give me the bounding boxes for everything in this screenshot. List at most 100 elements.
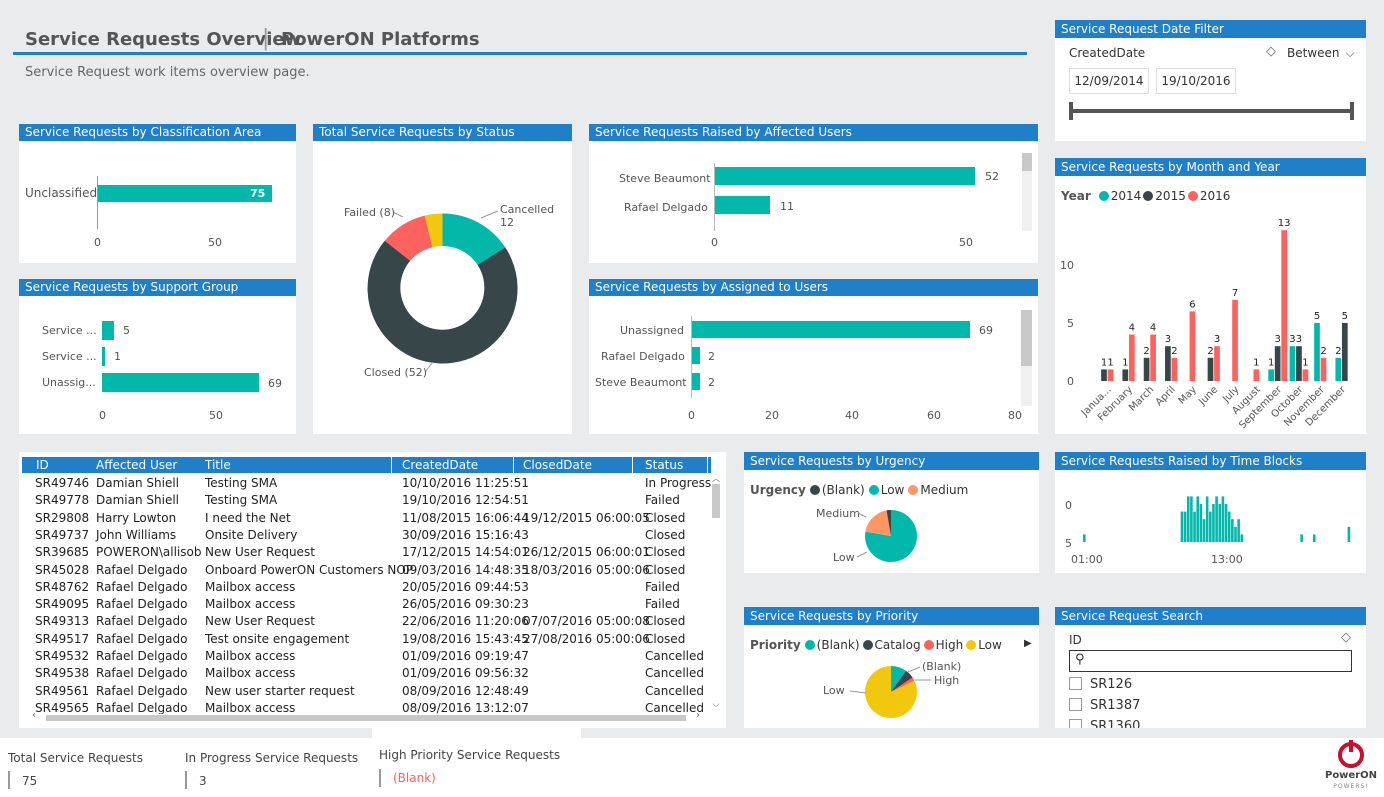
scrollbar[interactable]: [1022, 153, 1032, 231]
table-row[interactable]: SR49561 Rafael Delgado New user starter re…: [19, 682, 711, 699]
table-row[interactable]: SR39685 POWERON\allisob New User Request 17…: [19, 543, 711, 560]
date-slider-handle-start[interactable]: [1069, 102, 1073, 120]
priority-pie[interactable]: (Blank) High Low: [744, 625, 1039, 728]
time-block-bar[interactable]: [1300, 534, 1303, 542]
month-bar-2015[interactable]: [1143, 357, 1150, 381]
table-vertical-scrollbar[interactable]: ︿ ⌵: [711, 474, 721, 714]
scrollbar-thumb[interactable]: [1021, 310, 1032, 366]
time-block-bar[interactable]: [1205, 496, 1209, 542]
month-bar-2016[interactable]: [1107, 369, 1114, 381]
classification-bar[interactable]: [98, 185, 272, 202]
support-bar[interactable]: [102, 347, 105, 366]
support-bar[interactable]: [102, 373, 259, 392]
date-filter-mode[interactable]: Between ⌵: [1287, 46, 1355, 61]
time-block-bar[interactable]: [1196, 496, 1199, 542]
list-item[interactable]: SR1387: [1069, 698, 1140, 719]
time-block-bar[interactable]: [1227, 511, 1231, 542]
table-row[interactable]: SR49095 Rafael Delgado Mailbox access 26/05…: [19, 595, 711, 612]
scroll-right-icon[interactable]: ›: [696, 710, 700, 721]
status-donut[interactable]: Failed (8) Cancelled 12 Closed (52): [313, 141, 572, 434]
assigned-bar[interactable]: [692, 347, 700, 364]
legend-label-blank[interactable]: (Blank): [816, 638, 860, 652]
table-row[interactable]: SR49538 Rafael Delgado Mailbox access 01/09…: [19, 664, 711, 681]
checkbox[interactable]: [1069, 677, 1082, 690]
time-block-bar[interactable]: [1240, 534, 1244, 542]
column-header-title[interactable]: Title: [205, 458, 231, 472]
table-row[interactable]: SR29808 Harry Lowton I need the Net 11/08/2…: [19, 509, 711, 526]
time-block-bar[interactable]: [1183, 511, 1187, 542]
scroll-down-icon[interactable]: ⌵: [712, 700, 720, 710]
scrollbar[interactable]: [1021, 310, 1032, 406]
month-bar-2016[interactable]: [1253, 369, 1260, 381]
time-block-bar[interactable]: [1312, 534, 1316, 542]
table-row[interactable]: SR49517 Rafael Delgado Test onsite engagem…: [19, 630, 711, 647]
column-header-status[interactable]: Status: [645, 458, 684, 472]
date-from-input[interactable]: 12/09/2014: [1069, 68, 1149, 94]
legend-label-blank[interactable]: (Blank): [821, 483, 865, 497]
month-bar-2016[interactable]: [1171, 357, 1178, 381]
month-bar-2014[interactable]: [1335, 357, 1342, 381]
eraser-icon[interactable]: ◇: [1266, 44, 1276, 59]
time-block-bar[interactable]: [1190, 496, 1193, 542]
table-row[interactable]: SR49532 Rafael Delgado Mailbox access 01/09…: [19, 647, 711, 664]
affected-user-bar[interactable]: [715, 167, 975, 185]
table-row[interactable]: SR48762 Rafael Delgado Mailbox access 20/05…: [19, 578, 711, 595]
month-bar-2016[interactable]: [1320, 357, 1327, 381]
month-bar-2016[interactable]: [1232, 299, 1238, 381]
table-row[interactable]: SR49737 John Williams Onsite Delivery 30/09…: [19, 526, 711, 543]
time-block-bar[interactable]: [1202, 519, 1206, 542]
time-block-bar[interactable]: [1215, 496, 1218, 542]
column-header-closed[interactable]: ClosedDate: [523, 458, 592, 472]
assigned-bar[interactable]: [692, 373, 700, 390]
month-bar-2014[interactable]: [1289, 346, 1296, 381]
urgency-pie[interactable]: Medium Low: [744, 470, 1039, 573]
date-to-input[interactable]: 19/10/2016: [1156, 68, 1236, 94]
legend-label-low[interactable]: Low: [978, 638, 1002, 652]
legend-label-2016[interactable]: 2016: [1199, 189, 1231, 203]
time-block-bar[interactable]: [1234, 526, 1237, 542]
time-block-bar[interactable]: [1212, 504, 1215, 542]
table-row[interactable]: SR49778 Damian Shiell Testing SMA 19/10/201…: [19, 491, 711, 508]
list-item[interactable]: SR126: [1069, 677, 1140, 698]
month-bar-2015[interactable]: [1101, 369, 1107, 381]
time-block-bar[interactable]: [1186, 496, 1190, 542]
table-row[interactable]: SR49746 Damian Shiell Testing SMA 10/10/201…: [19, 474, 711, 491]
legend-label-2014[interactable]: 2014: [1110, 189, 1142, 203]
column-header-created[interactable]: CreatedDate: [402, 458, 479, 472]
month-bar-2014[interactable]: [1268, 369, 1274, 381]
date-slider-track[interactable]: [1071, 109, 1354, 113]
column-header-affected-user[interactable]: Affected User: [96, 458, 178, 472]
scrollbar-thumb[interactable]: [712, 484, 720, 518]
month-bar-2016[interactable]: [1128, 334, 1135, 381]
month-bar-2015[interactable]: [1274, 346, 1281, 381]
month-bar-2015[interactable]: [1296, 346, 1302, 381]
list-item[interactable]: SR1360: [1069, 719, 1140, 728]
time-block-bar[interactable]: [1209, 511, 1212, 542]
month-bar-2016[interactable]: [1281, 230, 1287, 381]
month-bar-2016[interactable]: [1302, 369, 1309, 381]
time-block-bar[interactable]: [1193, 511, 1196, 542]
month-bar-2015[interactable]: [1207, 357, 1214, 381]
table-row[interactable]: SR49565 Rafael Delgado Mailbox access 08/09…: [19, 699, 711, 714]
legend-next-arrow-icon[interactable]: ▶: [1024, 638, 1032, 649]
legend-label-high[interactable]: High: [935, 638, 964, 652]
time-block-bar[interactable]: [1199, 504, 1203, 542]
checkbox[interactable]: [1069, 719, 1082, 728]
scrollbar-thumb[interactable]: [46, 715, 686, 721]
time-block-bar[interactable]: [1221, 496, 1225, 542]
eraser-icon[interactable]: ◇: [1341, 630, 1351, 645]
table-horizontal-scrollbar[interactable]: ‹ ›: [22, 710, 711, 723]
time-block-bar[interactable]: [1231, 519, 1234, 542]
time-block-bar[interactable]: [1180, 511, 1184, 542]
time-block-bar[interactable]: [1218, 504, 1222, 542]
legend-label-2015[interactable]: 2015: [1155, 189, 1186, 203]
month-bar-2015[interactable]: [1122, 369, 1129, 381]
checkbox[interactable]: [1069, 698, 1082, 711]
legend-label-medium[interactable]: Medium: [920, 483, 969, 497]
legend-label-low[interactable]: Low: [880, 483, 905, 497]
table-row[interactable]: SR45028 Rafael Delgado Onboard PowerON Cus…: [19, 561, 711, 578]
time-block-bar[interactable]: [1347, 526, 1351, 542]
time-block-bar[interactable]: [1237, 519, 1240, 542]
month-bar-2014[interactable]: [1314, 323, 1320, 381]
